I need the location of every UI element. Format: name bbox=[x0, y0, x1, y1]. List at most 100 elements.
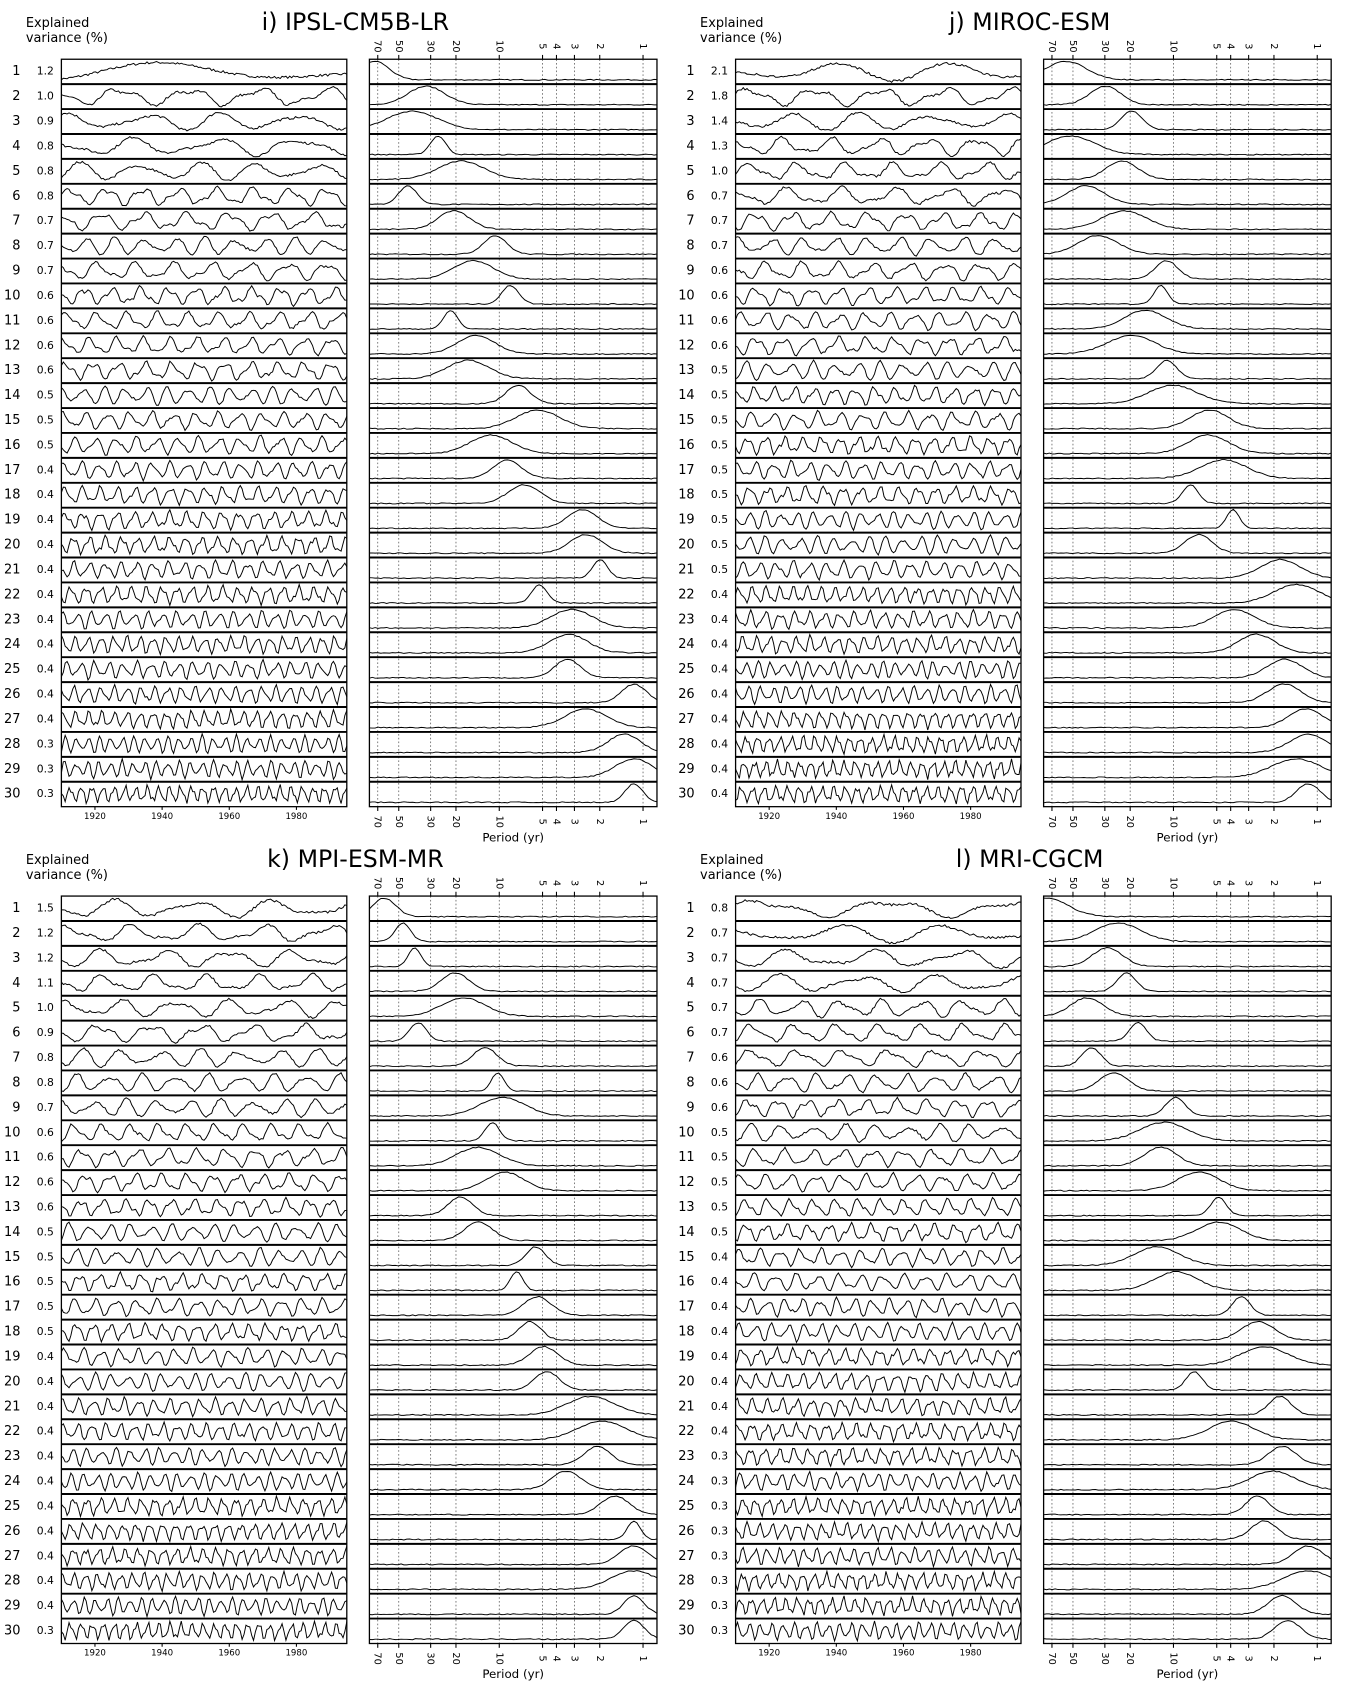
spectrum-curve bbox=[1043, 1495, 1332, 1516]
mode-number: 14 bbox=[4, 1225, 20, 1240]
mode-number: 12 bbox=[4, 1175, 20, 1190]
spectrum-curve bbox=[1043, 1470, 1332, 1491]
mode-number: 1 bbox=[686, 901, 694, 916]
spectrum-curve bbox=[369, 1495, 658, 1516]
mode-number: 16 bbox=[678, 1275, 694, 1290]
period-tick-label: 50 bbox=[1067, 1652, 1078, 1664]
spectrum-curve bbox=[369, 1171, 658, 1192]
explained-variance: 0.8 bbox=[37, 139, 54, 152]
y-label-box: Explained variance (%) bbox=[700, 15, 782, 45]
panel-title: j) MIROC-ESM bbox=[948, 8, 1110, 36]
explained-variance: 0.3 bbox=[711, 1524, 728, 1537]
spectrum-curve bbox=[1043, 1395, 1332, 1416]
mode-number: 25 bbox=[678, 1499, 694, 1514]
x-tick-label: 1980 bbox=[960, 1649, 982, 1659]
explained-variance: 0.5 bbox=[711, 563, 728, 576]
pc-series bbox=[735, 732, 1022, 756]
period-tick-label: 30 bbox=[1099, 1652, 1110, 1664]
mode-number: 27 bbox=[678, 1549, 694, 1564]
mode-number: 26 bbox=[678, 1524, 694, 1539]
mode-number: 19 bbox=[4, 1349, 20, 1364]
spectrum-curve bbox=[1043, 334, 1332, 355]
period-tick-label: 10 bbox=[1167, 1652, 1178, 1664]
pc-series bbox=[61, 310, 348, 330]
spectrum-curve bbox=[369, 1345, 657, 1367]
x-axis-label: Period (yr) bbox=[482, 1667, 544, 1681]
period-tick-label: 3 bbox=[1243, 819, 1254, 825]
spectrum-curve bbox=[1043, 210, 1332, 231]
mode-number: 28 bbox=[4, 1574, 20, 1589]
explained-variance: 0.3 bbox=[37, 1624, 54, 1637]
spectrum-curve bbox=[369, 384, 657, 405]
explained-variance: 0.4 bbox=[37, 513, 54, 526]
pc-series bbox=[61, 160, 347, 182]
spectrum-curve bbox=[369, 1420, 658, 1441]
explained-variance: 0.3 bbox=[37, 737, 54, 750]
spectrum-curve bbox=[1043, 922, 1332, 943]
pc-series bbox=[61, 284, 347, 308]
mode-number: 11 bbox=[678, 313, 694, 328]
mode-number: 14 bbox=[4, 388, 20, 403]
explained-variance: 0.4 bbox=[37, 688, 54, 701]
period-tick-label: 1 bbox=[637, 880, 648, 886]
mode-number: 18 bbox=[678, 1325, 694, 1340]
spectrum-curve bbox=[1043, 1371, 1332, 1392]
spectrum-curve bbox=[1043, 658, 1332, 679]
spectrum-curve bbox=[1043, 1420, 1332, 1441]
mode-number: 30 bbox=[4, 1624, 20, 1639]
explained-variance: 0.4 bbox=[37, 663, 54, 676]
pc-series bbox=[735, 1569, 1022, 1593]
pc-series bbox=[61, 997, 347, 1019]
spectrum-curve bbox=[1043, 85, 1332, 106]
period-tick-label: 50 bbox=[1067, 816, 1078, 828]
period-tick-label: 20 bbox=[450, 877, 461, 889]
pc-series bbox=[735, 335, 1022, 357]
mode-number: 1 bbox=[12, 64, 20, 79]
pc-series bbox=[61, 1321, 347, 1344]
period-tick-label: 3 bbox=[1243, 1655, 1254, 1661]
explained-variance: 0.4 bbox=[37, 1599, 54, 1612]
pc-series bbox=[61, 409, 348, 432]
x-tick-label: 1920 bbox=[758, 1649, 780, 1659]
pc-series bbox=[735, 1122, 1022, 1144]
explained-variance: 0.6 bbox=[711, 1101, 728, 1114]
pc-series bbox=[61, 1569, 348, 1594]
spectrum-curve bbox=[369, 758, 658, 779]
pc-series bbox=[735, 1470, 1022, 1493]
pc-series bbox=[61, 1494, 348, 1519]
pc-series bbox=[61, 1619, 348, 1643]
explained-variance: 0.7 bbox=[37, 214, 54, 227]
pc-series bbox=[735, 86, 1022, 108]
mode-number: 17 bbox=[4, 463, 20, 478]
period-tick-label: 2 bbox=[594, 880, 605, 886]
pc-series bbox=[61, 1246, 347, 1268]
mode-number: 20 bbox=[4, 538, 20, 553]
explained-variance: 1.0 bbox=[37, 90, 54, 103]
explained-variance: 0.3 bbox=[711, 1624, 728, 1637]
mode-number: 3 bbox=[686, 951, 694, 966]
spectrum-curve bbox=[1043, 683, 1332, 704]
spectrum-curve bbox=[1043, 947, 1332, 968]
spectrum-curve bbox=[369, 459, 658, 480]
spectrum-curve bbox=[1043, 384, 1332, 405]
period-tick-label: 4 bbox=[1225, 43, 1236, 49]
panel-title: k) MPI-ESM-MR bbox=[267, 845, 444, 873]
period-tick-label: 1 bbox=[1311, 43, 1322, 49]
x-tick-label: 1980 bbox=[285, 812, 307, 822]
period-tick-label: 50 bbox=[393, 40, 404, 52]
pc-series bbox=[61, 1446, 348, 1468]
pc-series bbox=[60, 683, 348, 707]
mode-number: 10 bbox=[4, 1125, 20, 1140]
pc-series bbox=[61, 260, 347, 282]
spectrum-curve bbox=[1043, 1620, 1332, 1641]
explained-variance: 0.5 bbox=[711, 413, 728, 426]
x-axis-label: Period (yr) bbox=[482, 830, 544, 844]
x-tick-label: 1940 bbox=[151, 1649, 173, 1659]
explained-variance: 0.6 bbox=[711, 264, 728, 277]
spectrum-curve bbox=[1043, 1072, 1332, 1093]
spectrum-curve bbox=[369, 1122, 658, 1142]
pc-series bbox=[735, 1519, 1022, 1544]
mode-number: 25 bbox=[4, 1499, 20, 1514]
spectrum-curve bbox=[1043, 758, 1332, 779]
mode-number: 28 bbox=[678, 737, 694, 752]
